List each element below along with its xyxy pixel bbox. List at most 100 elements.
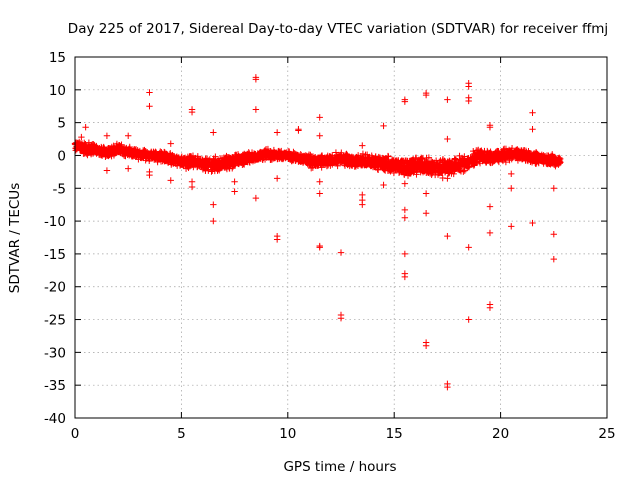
outlier-point: [550, 185, 557, 192]
y-tick-label: 10: [49, 83, 66, 99]
data-point: [460, 168, 467, 175]
outlier-point: [550, 231, 557, 238]
y-tick-label: -35: [44, 378, 66, 394]
data-point: [502, 158, 510, 166]
grid-lines: [75, 57, 607, 418]
y-tick-label: -15: [44, 247, 66, 263]
outlier-point: [273, 236, 281, 243]
outlier-point: [359, 142, 366, 149]
data-point: [508, 145, 516, 152]
y-axis-label: SDTVAR / TECUs: [7, 183, 23, 293]
outlier-point: [125, 132, 132, 139]
data-point: [318, 164, 325, 171]
y-tick-label: 15: [49, 50, 66, 66]
x-tick-label: 25: [598, 426, 615, 442]
x-tick-label: 20: [492, 426, 509, 442]
outlier-point: [337, 315, 345, 322]
outlier-point: [550, 255, 557, 263]
outlier-point: [252, 76, 260, 83]
outlier-point: [231, 188, 238, 195]
x-tick-label: 0: [71, 426, 80, 442]
outlier-point: [316, 190, 323, 197]
outlier-point: [444, 175, 451, 182]
outlier-point: [273, 175, 281, 182]
outlier-point: [210, 201, 217, 208]
outlier-point: [444, 135, 451, 143]
x-axis-ticks: 0 5 10 15 20 25: [71, 57, 616, 442]
x-tick-label: 15: [386, 426, 403, 442]
outlier-point: [465, 316, 472, 323]
outlier-point: [486, 124, 494, 131]
y-tick-label: -20: [44, 280, 66, 296]
outlier-point: [422, 190, 430, 197]
data-point: [451, 155, 459, 162]
outlier-point: [508, 185, 515, 192]
chart-title: Day 225 of 2017, Sidereal Day-to-day VTE…: [68, 21, 608, 37]
y-tick-label: -10: [44, 214, 66, 230]
outlier-point: [486, 229, 494, 237]
outlier-point: [422, 342, 430, 349]
outlier-point: [529, 126, 536, 133]
outlier-point: [188, 183, 196, 191]
outlier-point: [316, 178, 323, 185]
x-tick-label: 5: [177, 426, 186, 442]
outlier-point: [146, 171, 153, 179]
outlier-point: [210, 217, 217, 225]
outlier-point: [508, 170, 515, 178]
outlier-point: [78, 133, 85, 141]
y-tick-label: 5: [57, 116, 66, 132]
y-axis-ticks: 15 10 5 0 -5 -10 -15 -20 -25 -30 -35 -40: [44, 50, 607, 427]
outlier-point: [146, 103, 153, 110]
outlier-point: [125, 165, 132, 172]
outlier-point: [422, 91, 430, 99]
y-tick-label: -30: [44, 345, 66, 361]
data-point: [385, 153, 392, 160]
data-point: [132, 146, 140, 153]
outlier-point: [401, 250, 409, 258]
y-tick-label: 0: [57, 148, 66, 164]
outlier-point: [444, 232, 451, 240]
data-point: [194, 153, 202, 160]
y-tick-label: -5: [53, 181, 66, 197]
plot-border: [74, 56, 608, 419]
plot-frame: [74, 56, 608, 419]
outlier-point: [529, 219, 536, 227]
outlier-point: [273, 129, 281, 136]
outlier-point: [508, 223, 515, 230]
data-point: [308, 164, 315, 172]
outlier-point: [167, 177, 174, 184]
data-points: [71, 74, 564, 391]
outlier-point: [486, 203, 494, 210]
y-tick-label: -40: [44, 411, 66, 427]
outlier-point: [252, 194, 260, 202]
outlier-point: [401, 98, 409, 105]
outlier-point: [422, 210, 430, 217]
outlier-point: [444, 383, 451, 391]
outlier-point: [337, 249, 345, 256]
outlier-point: [486, 304, 494, 311]
outlier-point: [146, 89, 153, 96]
data-point: [334, 162, 341, 170]
outlier-point: [210, 129, 217, 136]
outlier-point: [103, 132, 111, 139]
data-point: [425, 154, 433, 161]
outlier-point: [529, 109, 536, 116]
outlier-point: [465, 97, 472, 105]
outlier-point: [444, 96, 451, 103]
outlier-point: [231, 178, 238, 185]
outlier-point: [401, 214, 409, 222]
x-tick-label: 10: [279, 426, 296, 442]
data-point: [374, 166, 381, 173]
outlier-point: [401, 273, 409, 281]
outlier-point: [82, 124, 89, 131]
y-tick-label: -25: [44, 313, 66, 329]
outlier-point: [188, 108, 196, 116]
outlier-point: [380, 122, 387, 130]
outlier-point: [401, 206, 409, 214]
outlier-point: [167, 140, 174, 147]
x-axis-label: GPS time / hours: [283, 459, 396, 475]
outlier-point: [359, 201, 366, 208]
outlier-point: [252, 106, 260, 113]
